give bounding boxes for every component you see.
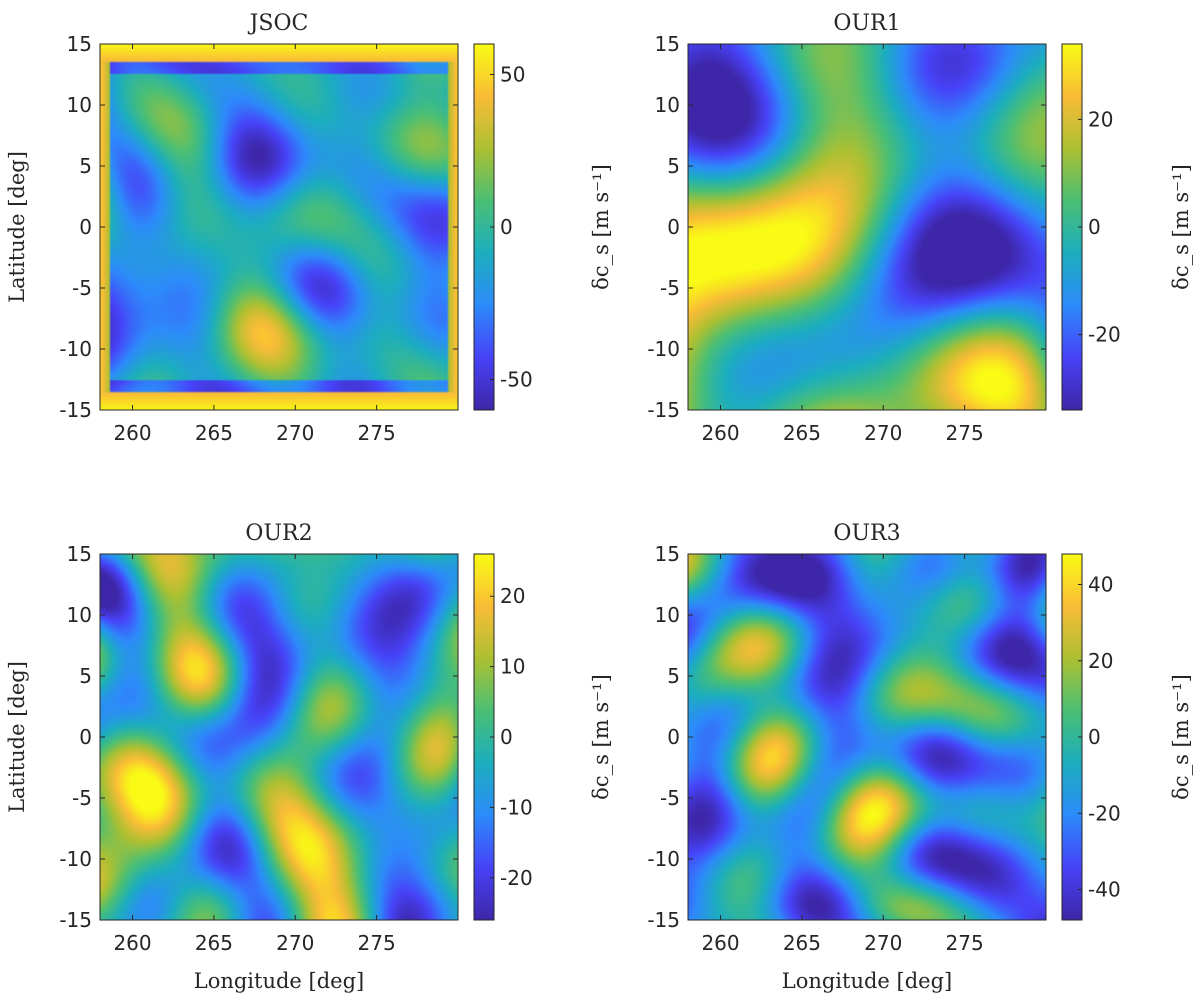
colorbar-tick-label: 50 [500, 63, 525, 87]
colorbar-tick-label: 0 [500, 725, 513, 749]
panel-our1 [687, 43, 1083, 411]
y-tick-label: -5 [660, 786, 680, 810]
y-tick-label: 5 [667, 664, 680, 688]
heatmap-image [688, 554, 1046, 920]
y-tick-label: -15 [59, 398, 92, 422]
y-tick-label: 0 [79, 725, 92, 749]
colorbar-gradient [474, 554, 494, 920]
y-tick-label: -5 [72, 786, 92, 810]
y-tick-label: 0 [667, 725, 680, 749]
panel-title: JSOC [248, 11, 309, 36]
y-tick-label: -10 [647, 847, 680, 871]
x-tick-label: 270 [864, 421, 902, 445]
y-tick-label: 10 [655, 93, 680, 117]
x-tick-label: 270 [276, 931, 314, 955]
heatmap-image [100, 554, 458, 920]
x-tick-label: 270 [864, 931, 902, 955]
colorbar-tick-label: 20 [1088, 649, 1113, 673]
panel-jsoc [99, 43, 495, 411]
x-tick-label: 260 [113, 421, 151, 445]
colorbar-tick-label: -20 [1088, 323, 1121, 347]
y-tick-label: 15 [67, 32, 92, 56]
y-axis-label: Latitude [deg] [5, 151, 29, 303]
colorbar-label: δc_s [m s⁻¹] [1169, 164, 1193, 290]
x-tick-label: 260 [701, 931, 739, 955]
y-tick-label: 5 [79, 664, 92, 688]
colorbar-label: δc_s [m s⁻¹] [1169, 674, 1193, 800]
colorbar-label: δc_s [m s⁻¹] [589, 164, 613, 290]
x-tick-label: 275 [358, 931, 396, 955]
panel-our2 [99, 553, 495, 921]
heatmap-image [100, 44, 458, 410]
y-tick-label: -15 [647, 908, 680, 932]
x-tick-label: 260 [701, 421, 739, 445]
y-tick-label: -10 [647, 337, 680, 361]
y-tick-label: 0 [667, 215, 680, 239]
colorbar-label: δc_s [m s⁻¹] [589, 674, 613, 800]
panel-our3 [687, 553, 1083, 921]
x-tick-label: 265 [783, 421, 821, 445]
panel-title: OUR1 [833, 11, 900, 36]
x-tick-label: 265 [195, 931, 233, 955]
y-tick-label: 15 [655, 32, 680, 56]
colorbar-tick-label: 0 [500, 215, 513, 239]
y-tick-label: -15 [59, 908, 92, 932]
colorbar-tick-label: 20 [1088, 107, 1113, 131]
x-tick-label: 265 [195, 421, 233, 445]
y-tick-label: 5 [79, 154, 92, 178]
y-tick-label: -10 [59, 337, 92, 361]
heatmap-image [688, 44, 1046, 410]
y-tick-label: 15 [67, 542, 92, 566]
panel-title: OUR2 [245, 521, 312, 546]
colorbar-tick-label: -20 [1088, 801, 1121, 825]
y-tick-label: 0 [79, 215, 92, 239]
y-tick-label: -10 [59, 847, 92, 871]
y-tick-label: -5 [72, 276, 92, 300]
y-axis-label: Latitude [deg] [5, 661, 29, 813]
colorbar [1061, 553, 1083, 921]
y-tick-label: -15 [647, 398, 680, 422]
panel-title: OUR3 [833, 521, 900, 546]
y-tick-label: 5 [667, 154, 680, 178]
colorbar-gradient [474, 44, 494, 410]
colorbar [1061, 43, 1083, 411]
colorbar-tick-label: 20 [500, 584, 525, 608]
x-tick-label: 265 [783, 931, 821, 955]
colorbar-gradient [1062, 554, 1082, 920]
colorbar-tick-label: 40 [1088, 573, 1113, 597]
colorbar-tick-label: 0 [1088, 215, 1101, 239]
x-tick-label: 275 [946, 421, 984, 445]
x-tick-label: 275 [946, 931, 984, 955]
x-axis-label: Longitude [deg] [782, 969, 952, 993]
x-tick-label: 260 [113, 931, 151, 955]
colorbar-tick-label: -10 [500, 795, 533, 819]
y-tick-label: 15 [655, 542, 680, 566]
x-axis-label: Longitude [deg] [194, 969, 364, 993]
colorbar-tick-label: 10 [500, 655, 525, 679]
y-tick-label: 10 [67, 93, 92, 117]
colorbar-tick-label: -40 [1088, 878, 1121, 902]
colorbar [473, 43, 495, 411]
colorbar-tick-label: -50 [500, 368, 533, 392]
y-tick-label: 10 [67, 603, 92, 627]
colorbar [473, 553, 495, 921]
x-tick-label: 275 [358, 421, 396, 445]
colorbar-tick-label: 0 [1088, 725, 1101, 749]
y-tick-label: -5 [660, 276, 680, 300]
x-tick-label: 270 [276, 421, 314, 445]
colorbar-tick-label: -20 [500, 866, 533, 890]
colorbar-gradient [1062, 44, 1082, 410]
y-tick-label: 10 [655, 603, 680, 627]
